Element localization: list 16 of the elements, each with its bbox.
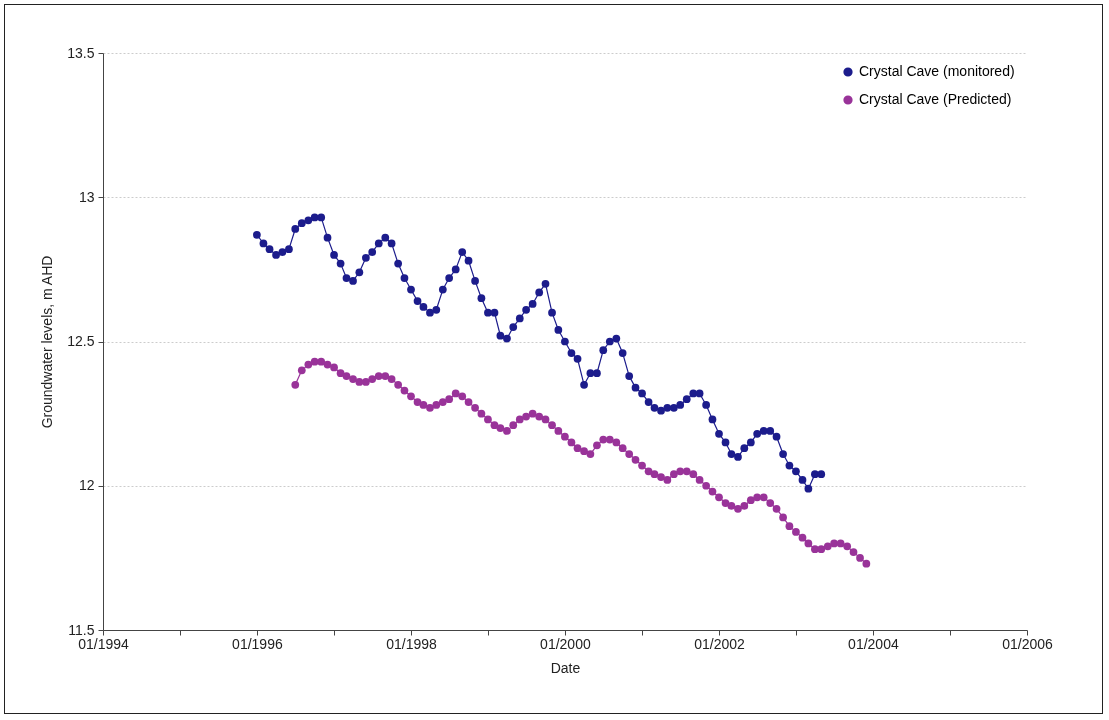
x-tick-label: 01/2004 [848, 635, 899, 652]
x-tick-label: 01/1994 [78, 635, 130, 652]
y-tick-label: 12.5 [67, 333, 95, 349]
x-axis-title: Date [550, 659, 581, 676]
legend-label: Crystal Cave (Predicted) [859, 91, 1012, 107]
x-tick-label: 01/2002 [694, 635, 746, 652]
x-tick-label: 01/2000 [540, 635, 591, 652]
x-tick-label: 01/1998 [386, 635, 438, 652]
x-tick-label: 01/1996 [232, 635, 283, 652]
y-tick-label: 12 [78, 477, 95, 494]
x-tick-label: 01/2006 [1002, 635, 1054, 652]
y-axis-title: Groundwater levels, m AHD [39, 255, 56, 429]
legend-label: Crystal Cave (monitored) [859, 63, 1015, 79]
y-tick-label: 11.5 [68, 621, 95, 638]
y-tick-label: 13 [78, 188, 95, 205]
y-tick-label: 13.5 [67, 44, 95, 61]
